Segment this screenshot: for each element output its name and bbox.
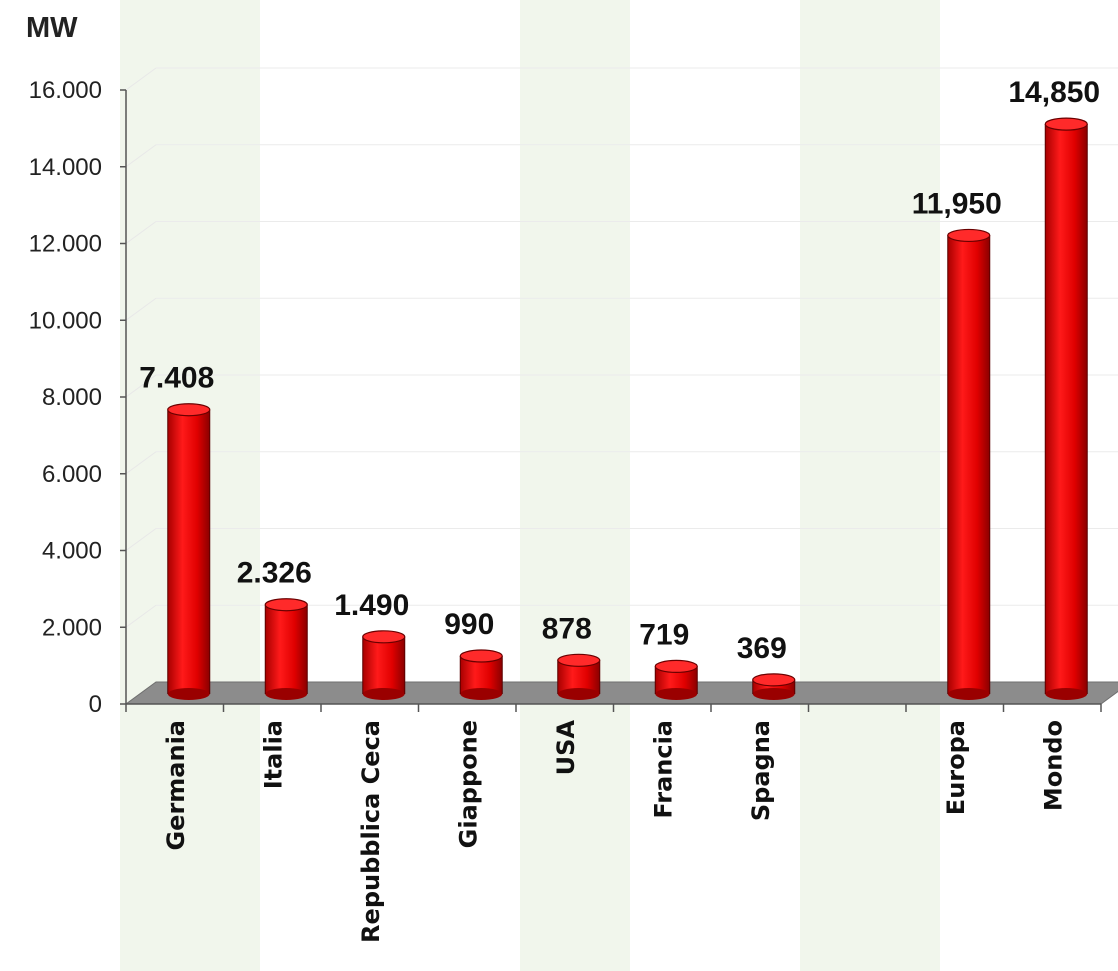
bar	[362, 630, 406, 700]
bar-base	[557, 688, 600, 700]
bar-body	[265, 604, 308, 694]
gridline	[125, 297, 157, 321]
x-tick-label: Europa	[942, 720, 970, 815]
y-tick-label: 10.000	[29, 307, 102, 334]
x-tick-label: Repubblica Ceca	[357, 720, 385, 943]
bar	[947, 228, 991, 700]
bar-base	[752, 688, 795, 700]
gridline	[125, 374, 157, 398]
bar	[167, 403, 211, 700]
y-tick-label: 4.000	[42, 538, 102, 565]
y-tick-label: 6.000	[42, 461, 102, 488]
bar-base	[265, 688, 308, 700]
bar-top	[264, 598, 308, 612]
y-tick-label: 2.000	[42, 614, 102, 641]
bar-top	[459, 649, 503, 663]
background-stripe	[800, 0, 940, 971]
gridline	[125, 451, 157, 475]
bar-base	[167, 688, 210, 700]
x-tick-label: Germania	[162, 720, 190, 851]
bar-top	[752, 673, 796, 687]
bar	[1044, 117, 1088, 700]
bar	[557, 653, 601, 700]
bar-body	[1045, 124, 1088, 695]
bar-body	[167, 409, 210, 694]
y-tick-label: 16.000	[29, 77, 102, 104]
data-label: 7.408	[139, 362, 214, 395]
data-label: 878	[542, 612, 592, 645]
bar-top	[947, 228, 991, 243]
gridline	[125, 528, 157, 551]
bar-top	[362, 630, 406, 644]
bar-base	[460, 688, 503, 700]
bar-base	[1045, 688, 1088, 700]
gridline	[125, 604, 157, 628]
bar-body	[947, 235, 990, 694]
data-label: 11,950	[912, 187, 1002, 220]
x-tick-label: Mondo	[1039, 720, 1067, 811]
bar-top	[1044, 117, 1088, 131]
x-tick-label: USA	[552, 720, 580, 776]
y-axis-unit-label: MW	[26, 12, 78, 44]
bar-body	[362, 636, 405, 694]
y-tick-label: 14.000	[29, 154, 102, 181]
data-label: 990	[444, 608, 494, 641]
data-label: 14,850	[1008, 76, 1100, 109]
bar-top	[557, 653, 601, 667]
gridline	[125, 221, 157, 244]
bar-base	[655, 688, 698, 700]
bar	[264, 598, 308, 700]
x-tick-label: Francia	[649, 720, 677, 819]
bar-base	[947, 688, 990, 700]
bar	[654, 659, 698, 700]
bar-top	[167, 403, 211, 417]
background-stripe	[520, 0, 630, 971]
gridline	[125, 144, 157, 168]
y-tick-label: 12.000	[29, 231, 102, 258]
y-tick-label: 8.000	[42, 384, 102, 411]
x-tick-label: Spagna	[747, 720, 775, 821]
data-label: 369	[737, 632, 787, 665]
data-label: 2.326	[237, 557, 312, 590]
bar	[459, 649, 503, 700]
bar-top	[654, 659, 698, 674]
x-tick-label: Giappone	[454, 720, 482, 848]
x-tick-label: Italia	[259, 720, 287, 789]
bar	[752, 673, 796, 700]
bar-base	[362, 688, 405, 700]
gridline	[125, 67, 157, 91]
data-label: 1.490	[334, 589, 409, 622]
data-label: 719	[639, 618, 689, 651]
y-tick-label: 0	[89, 691, 102, 718]
